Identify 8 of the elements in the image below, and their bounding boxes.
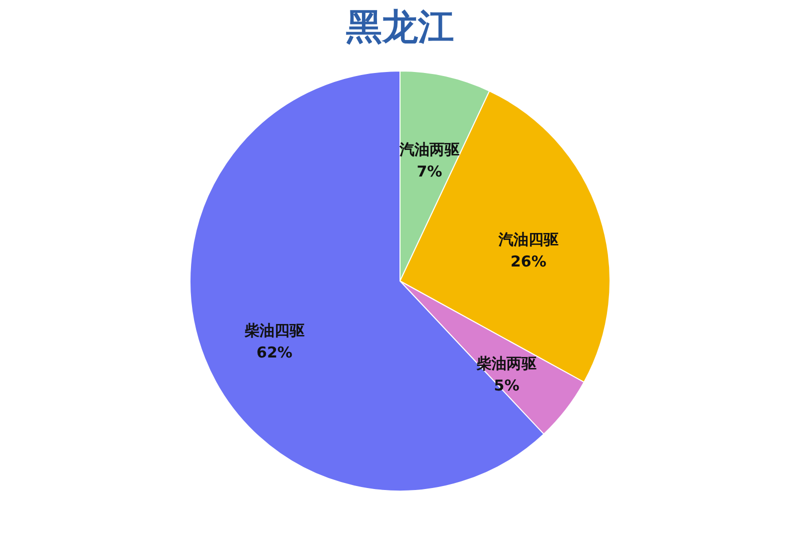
slice-label: 柴油两驱 [476, 354, 537, 373]
chart-title: 黑龙江 [346, 7, 454, 48]
slice-label: 汽油四驱 [497, 230, 558, 248]
slice-label: 汽油两驱 [398, 140, 460, 158]
data-label: 7% [416, 162, 442, 180]
slice-label: 柴油四驱 [243, 322, 304, 340]
data-label: 62% [256, 344, 292, 362]
data-label: 26% [510, 252, 546, 270]
